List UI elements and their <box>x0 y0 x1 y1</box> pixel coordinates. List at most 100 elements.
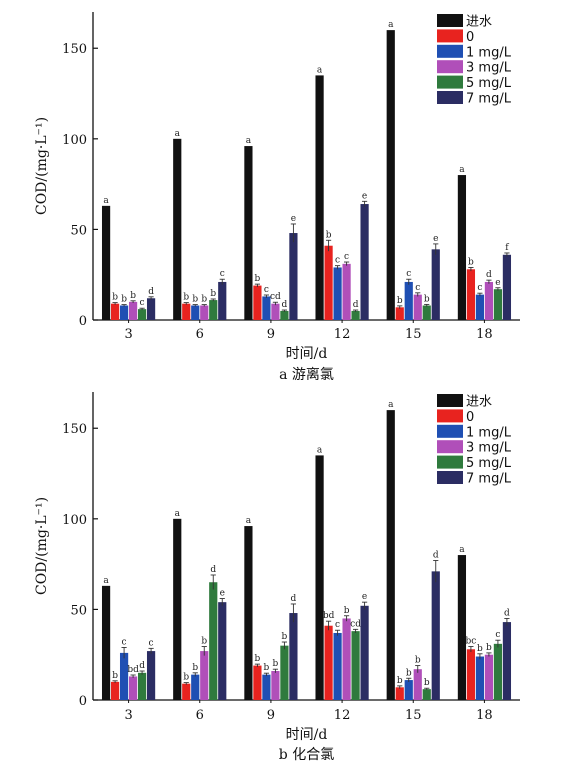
y-axis-label: COD/(mg·L⁻¹) <box>34 117 50 215</box>
bar-dose-3-day-12 <box>342 618 351 700</box>
significance-letter: c <box>477 283 482 293</box>
bar-dose-4-day-3 <box>137 309 147 320</box>
significance-letter: b <box>183 673 189 683</box>
legend-swatch <box>437 409 463 423</box>
bar-dose-5-day-3 <box>146 651 156 700</box>
legend-label: 3 mg/L <box>466 441 512 456</box>
bar-dose-1-day-18 <box>466 649 476 700</box>
significance-letter: a <box>388 400 394 410</box>
legend-swatch <box>437 471 463 484</box>
x-tick-label: 12 <box>334 708 351 723</box>
bar-dose-4-day-6 <box>209 582 218 700</box>
bar-dose-4-day-3 <box>137 672 147 700</box>
significance-letter: e <box>220 589 225 599</box>
bar-dose-2-day-9 <box>262 296 271 320</box>
significance-letter: b <box>406 668 412 678</box>
bar-influent-day-6 <box>173 518 182 700</box>
bar-dose-5-day-15 <box>431 571 440 700</box>
significance-letter: d <box>139 661 145 671</box>
significance-letter: b <box>424 678 430 688</box>
significance-letter: cd <box>270 292 281 302</box>
significance-letter: b <box>264 663 270 673</box>
panel-caption: a 游离氯 <box>279 366 334 383</box>
bar-dose-1-day-9 <box>253 665 262 700</box>
bar-dose-3-day-3 <box>128 676 138 700</box>
significance-letter: a <box>246 516 252 526</box>
significance-letter: c <box>495 630 500 640</box>
significance-letter: f <box>505 243 509 253</box>
x-tick-label: 6 <box>196 708 204 723</box>
bar-influent-day-18 <box>457 555 467 700</box>
bar-dose-1-day-9 <box>253 285 262 320</box>
bar-dose-4-day-9 <box>280 645 289 700</box>
significance-letter: c <box>220 269 225 279</box>
bar-influent-day-3 <box>101 205 111 320</box>
bar-dose-5-day-18 <box>502 622 512 700</box>
significance-letter: b <box>397 296 403 306</box>
bar-dose-4-day-18 <box>493 643 503 700</box>
y-tick-label: 100 <box>62 513 87 528</box>
bar-dose-3-day-18 <box>484 654 494 700</box>
bar-dose-3-day-12 <box>342 263 351 320</box>
significance-letter: e <box>433 234 438 244</box>
bar-influent-day-12 <box>315 455 324 700</box>
x-tick-label: 3 <box>124 708 132 723</box>
significance-letter: a <box>103 576 109 586</box>
legend-swatch <box>437 394 463 407</box>
significance-letter: a <box>103 196 109 206</box>
significance-letter: b <box>424 294 430 304</box>
bar-dose-5-day-9 <box>289 613 298 700</box>
bar-dose-2-day-6 <box>191 674 200 700</box>
bar-dose-5-day-18 <box>502 254 512 320</box>
legend-label: 0 <box>466 410 474 425</box>
significance-letter: c <box>344 252 349 262</box>
significance-letter: d <box>148 287 154 297</box>
bar-dose-3-day-15 <box>413 294 422 320</box>
bar-dose-4-day-12 <box>351 631 360 700</box>
bar-dose-5-day-3 <box>146 298 156 320</box>
bar-dose-1-day-3 <box>110 681 120 700</box>
significance-letter: c <box>335 256 340 266</box>
bar-dose-2-day-18 <box>475 294 485 320</box>
bar-dose-2-day-6 <box>191 305 200 320</box>
significance-letter: b <box>183 293 189 303</box>
significance-letter: b <box>112 293 118 303</box>
legend-swatch <box>437 91 463 104</box>
y-tick-label: 0 <box>79 694 87 709</box>
significance-letter: d <box>504 608 510 618</box>
significance-letter: b <box>255 654 261 664</box>
x-axis-label: 时间/d <box>286 346 328 362</box>
legend-swatch <box>437 44 463 58</box>
bar-dose-2-day-9 <box>262 674 271 700</box>
bar-dose-2-day-15 <box>404 680 413 700</box>
bar-dose-5-day-6 <box>218 602 227 700</box>
bar-dose-4-day-15 <box>422 689 431 700</box>
significance-letter: b <box>255 274 261 284</box>
bar-dose-3-day-18 <box>484 281 494 320</box>
bar-influent-day-18 <box>457 175 467 320</box>
x-tick-label: 18 <box>476 708 493 723</box>
significance-letter: e <box>362 191 367 201</box>
bar-dose-5-day-12 <box>360 605 369 700</box>
bar-dose-1-day-6 <box>182 683 191 700</box>
bar-dose-4-day-15 <box>422 305 431 320</box>
legend-swatch <box>437 29 463 43</box>
legend-swatch <box>437 60 463 74</box>
significance-letter: b <box>192 295 198 305</box>
legend-swatch <box>437 455 463 469</box>
significance-letter: a <box>388 20 394 30</box>
legend-label: 进水 <box>466 15 492 30</box>
legend-swatch <box>437 75 463 89</box>
legend-label: 进水 <box>466 395 492 410</box>
significance-letter: bd <box>127 665 139 675</box>
x-tick-label: 9 <box>267 708 275 723</box>
y-tick-label: 150 <box>62 422 87 437</box>
bar-dose-1-day-15 <box>395 307 404 320</box>
bar-dose-3-day-6 <box>200 305 209 320</box>
y-tick-label: 0 <box>79 314 87 329</box>
bar-dose-2-day-15 <box>404 281 413 320</box>
bar-dose-2-day-18 <box>475 656 485 700</box>
significance-letter: d <box>433 550 439 560</box>
